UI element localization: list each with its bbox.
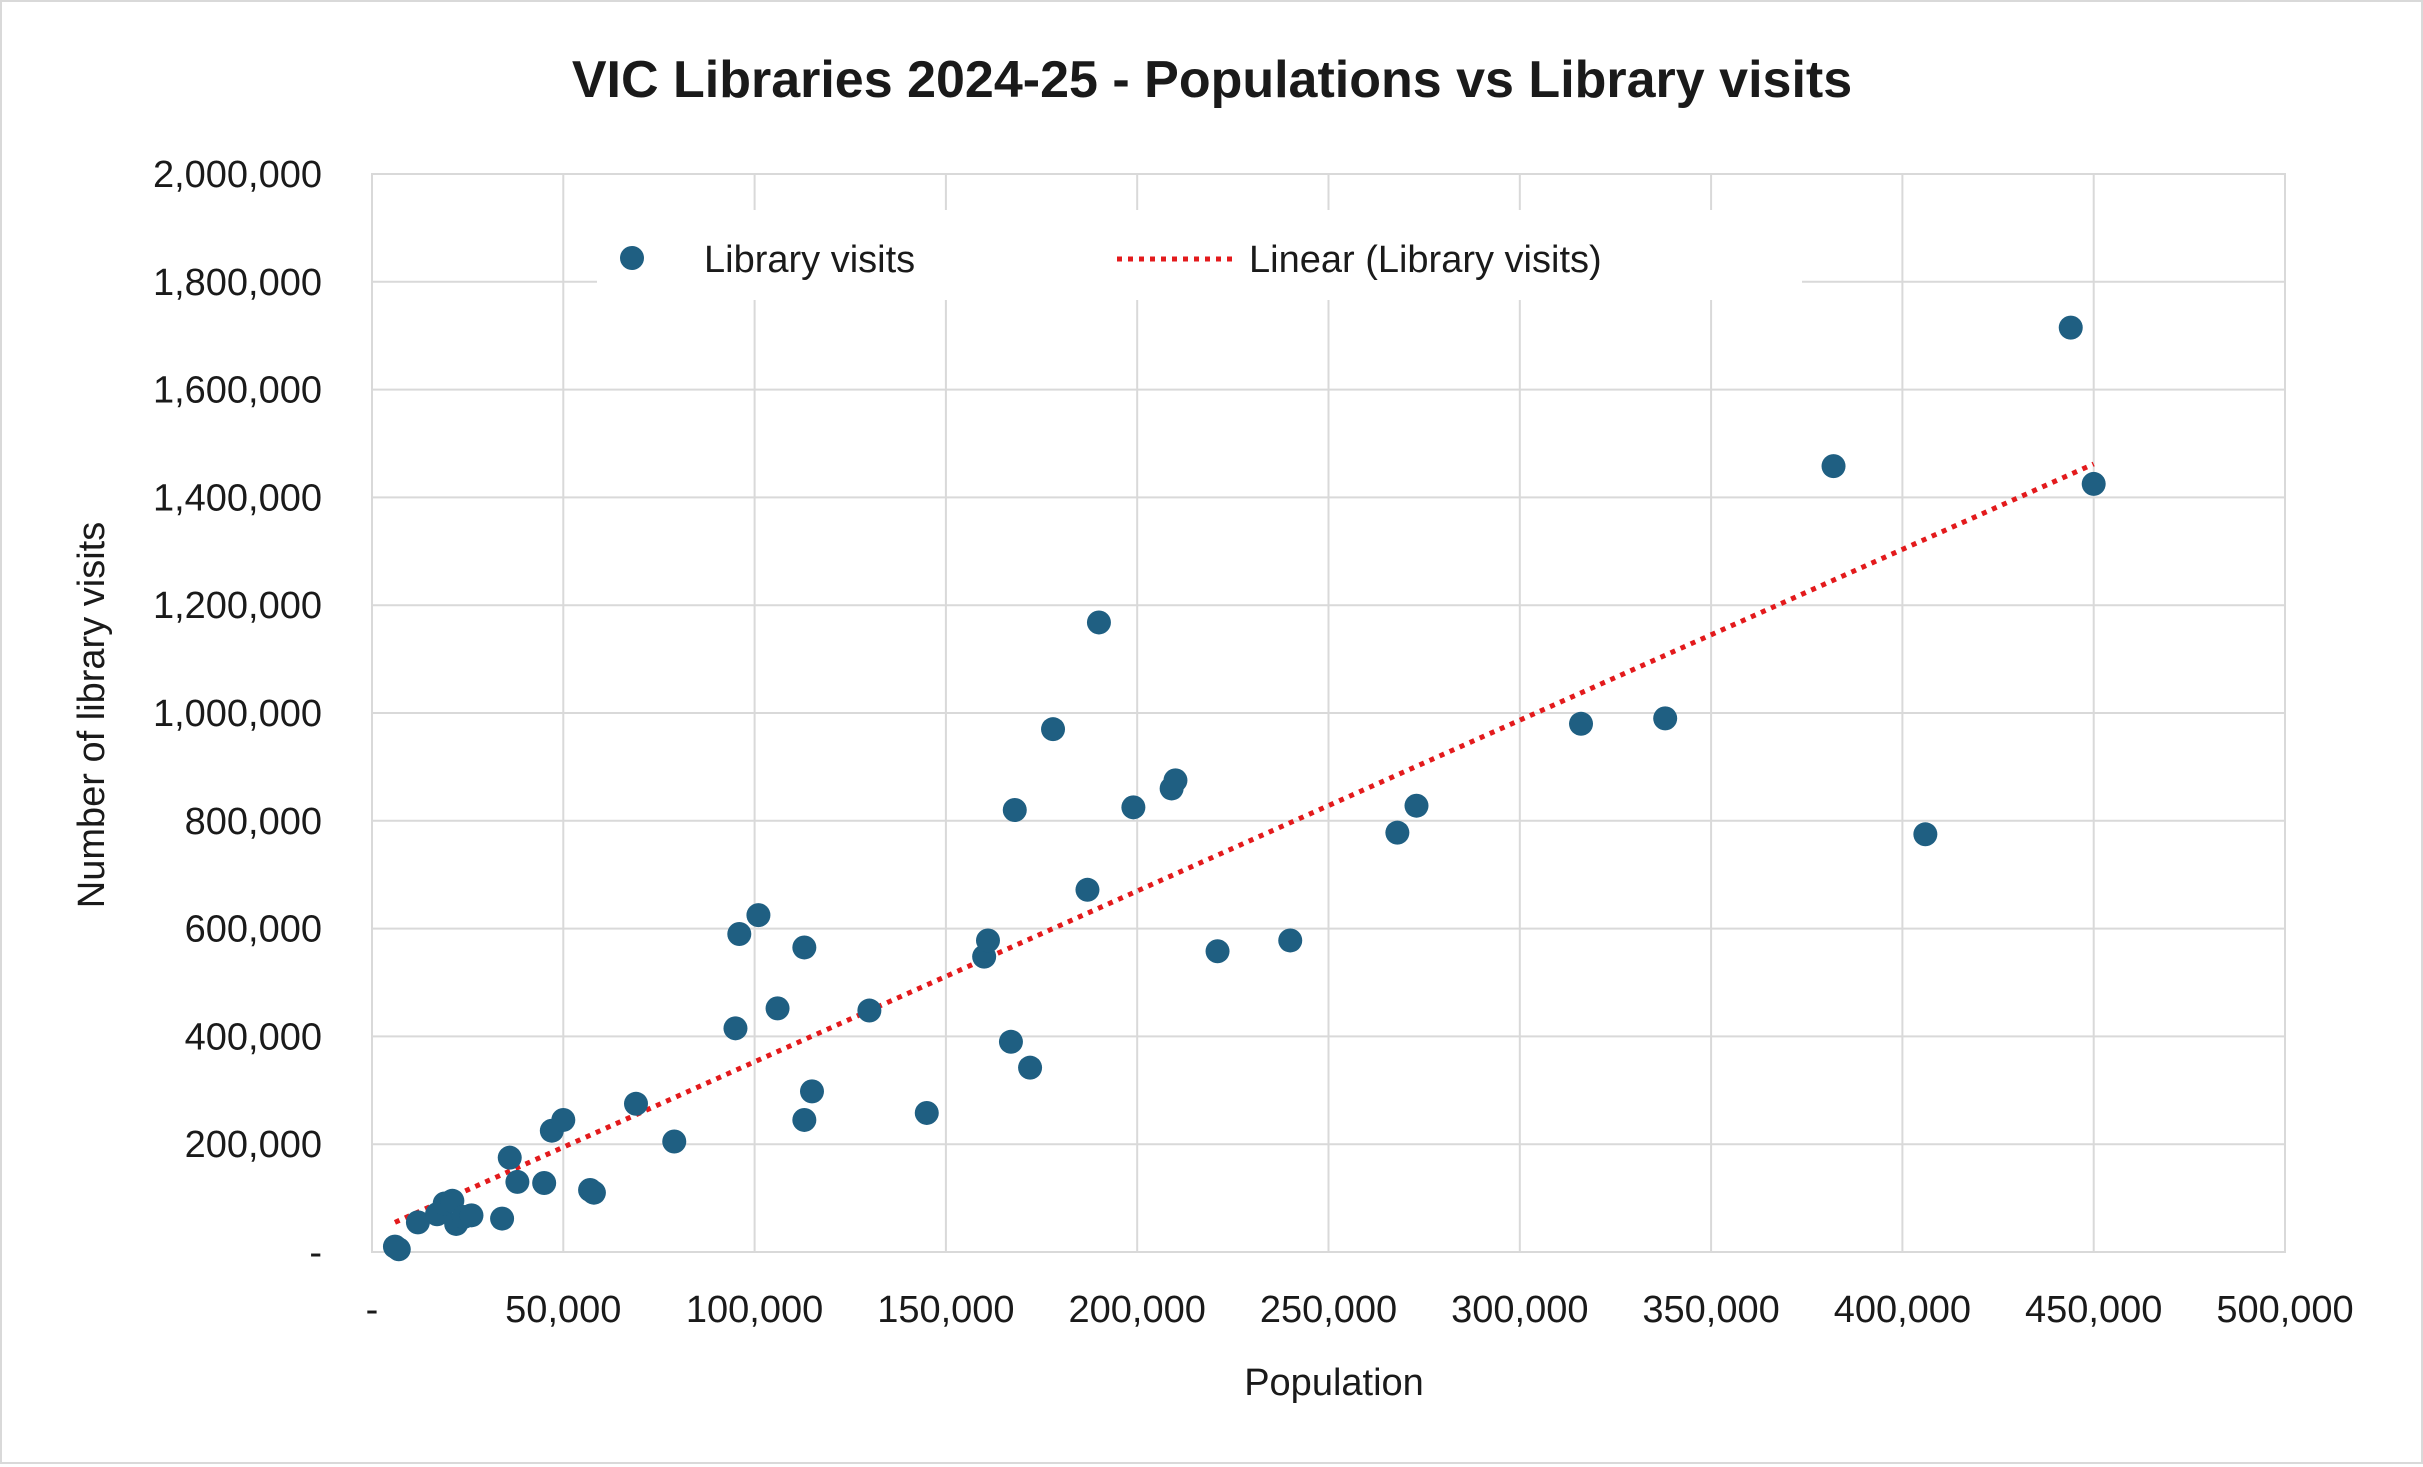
y-tick-label: 600,000 xyxy=(185,909,322,951)
x-tick-label: 50,000 xyxy=(505,1289,621,1331)
data-point xyxy=(2058,315,2083,340)
trendline xyxy=(393,461,2095,1225)
data-point xyxy=(623,1091,648,1116)
data-point xyxy=(975,928,1000,953)
x-axis-tick-labels: - 50,000 100,000 150,000 200,000 250,000 300,0… xyxy=(366,1289,2354,1331)
data-point xyxy=(1385,820,1410,845)
x-axis-label: Population xyxy=(1244,1362,1424,1404)
data-point xyxy=(792,935,817,960)
legend-marker-library-visits xyxy=(620,246,644,270)
data-point xyxy=(1569,711,1594,736)
data-point xyxy=(505,1169,530,1194)
data-point xyxy=(746,903,771,928)
data-points xyxy=(382,315,2106,1262)
x-tick-label: 400,000 xyxy=(1834,1289,1971,1331)
y-tick-label: 1,000,000 xyxy=(153,693,322,735)
x-tick-label: 250,000 xyxy=(1260,1289,1397,1331)
x-tick-label: 150,000 xyxy=(877,1289,1014,1331)
y-tick-label: 400,000 xyxy=(185,1016,322,1058)
chart-title: VIC Libraries 2024-25 - Populations vs L… xyxy=(572,51,1852,109)
data-point xyxy=(1121,795,1146,820)
data-point xyxy=(792,1107,817,1132)
data-point xyxy=(1205,939,1230,964)
data-point xyxy=(1278,928,1303,953)
gridlines xyxy=(371,173,2286,1253)
y-tick-label: 1,800,000 xyxy=(153,262,322,304)
legend-background xyxy=(597,210,1802,300)
data-point xyxy=(386,1237,411,1262)
data-point xyxy=(1821,454,1846,479)
x-tick-label: - xyxy=(366,1289,379,1331)
data-point xyxy=(857,998,882,1023)
data-point xyxy=(765,996,790,1021)
y-tick-label: 1,400,000 xyxy=(153,477,322,519)
y-tick-label: 200,000 xyxy=(185,1124,322,1166)
data-point xyxy=(998,1029,1023,1054)
legend-label-library-visits: Library visits xyxy=(704,239,915,281)
x-tick-label: 500,000 xyxy=(2216,1289,2353,1331)
data-point xyxy=(1163,768,1188,793)
x-tick-label: 300,000 xyxy=(1451,1289,1588,1331)
data-point xyxy=(405,1210,430,1235)
y-tick-label: 800,000 xyxy=(185,801,322,843)
data-point xyxy=(662,1129,687,1154)
x-tick-label: 100,000 xyxy=(686,1289,823,1331)
x-tick-label: 200,000 xyxy=(1069,1289,1206,1331)
data-point xyxy=(1041,717,1066,742)
data-point xyxy=(581,1180,606,1205)
data-point xyxy=(2081,471,2106,496)
data-point xyxy=(1075,877,1100,902)
data-point xyxy=(1002,798,1027,823)
data-point xyxy=(1913,822,1938,847)
data-point xyxy=(490,1206,515,1231)
data-point xyxy=(532,1171,557,1196)
y-axis-tick-labels: - 200,000 400,000 600,000 800,000 1,000,000 1,… xyxy=(153,154,322,1274)
legend-label-trendline: Linear (Library visits) xyxy=(1249,239,1602,281)
data-point xyxy=(1018,1055,1043,1080)
data-point xyxy=(551,1107,576,1132)
legend: Library visits Linear (Library visits) xyxy=(620,239,1602,281)
y-tick-label: - xyxy=(309,1232,322,1274)
x-tick-label: 450,000 xyxy=(2025,1289,2162,1331)
x-tick-label: 350,000 xyxy=(1642,1289,1779,1331)
data-point xyxy=(914,1100,939,1125)
data-point xyxy=(1404,793,1429,818)
y-tick-label: 1,200,000 xyxy=(153,585,322,627)
data-point xyxy=(1086,610,1111,635)
data-point xyxy=(1653,706,1678,731)
data-point xyxy=(497,1145,522,1170)
data-point xyxy=(723,1016,748,1041)
data-point xyxy=(727,921,752,946)
y-tick-label: 2,000,000 xyxy=(153,154,322,196)
data-point xyxy=(459,1203,484,1228)
data-point xyxy=(799,1079,824,1104)
y-tick-label: 1,600,000 xyxy=(153,370,322,412)
plot-area-border xyxy=(371,173,2286,1253)
y-axis-label: Number of library visits xyxy=(71,522,113,908)
